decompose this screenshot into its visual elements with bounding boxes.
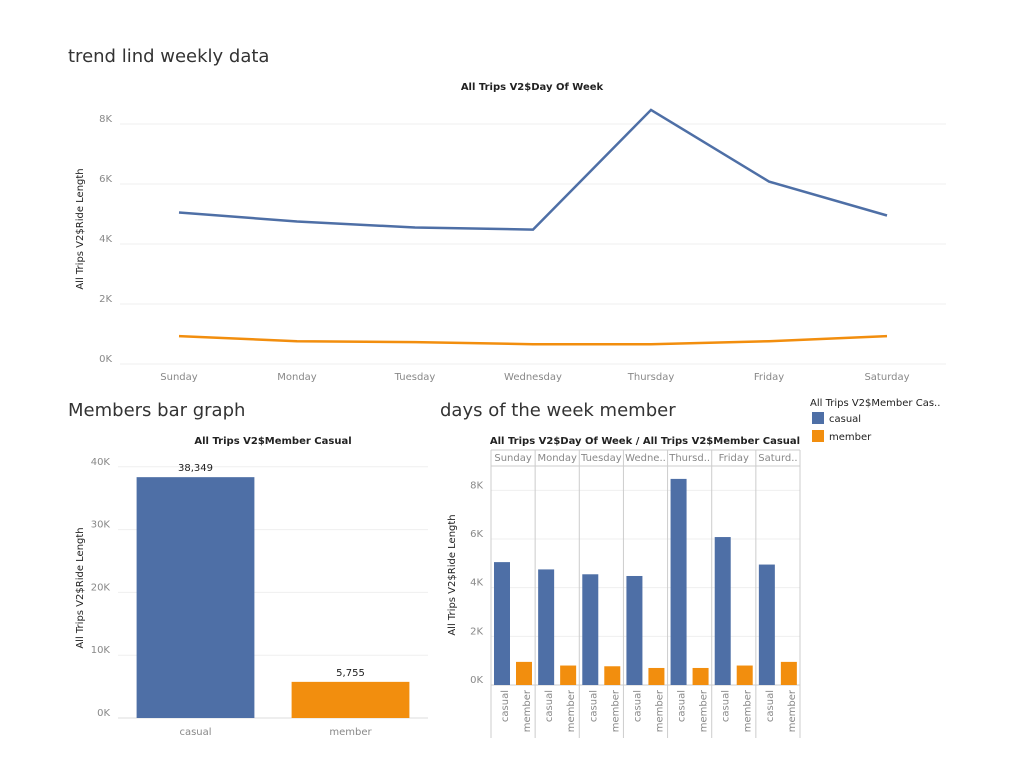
y-tick-label: 2K (99, 294, 112, 305)
x-tick-label: member (743, 689, 754, 732)
facet-header: Tuesday (580, 453, 622, 464)
bar (604, 666, 621, 685)
y-tick-label: 6K (470, 529, 483, 540)
bar (538, 569, 555, 685)
bar (714, 537, 731, 685)
bar (582, 574, 599, 685)
legend-title: All Trips V2$Member Cas.. (810, 398, 940, 409)
x-tick-label: Sunday (160, 372, 197, 383)
chart-title: days of the week member (440, 400, 676, 421)
legend-label: member (829, 432, 872, 443)
facet-header: Saturd.. (758, 453, 797, 464)
x-tick-label: member (522, 689, 533, 732)
y-tick-label: 20K (91, 582, 111, 593)
bar (494, 562, 510, 685)
x-tick-label: member (654, 689, 665, 732)
chart-subtitle: All Trips V2$Day Of Week / All Trips V2$… (490, 436, 800, 447)
x-tick-label: casual (765, 690, 776, 722)
y-tick-label: 0K (470, 675, 483, 686)
bar (136, 477, 255, 718)
data-label: 5,755 (336, 668, 365, 679)
bar (692, 667, 709, 685)
line-series (178, 334, 888, 346)
y-tick-label: 10K (91, 645, 111, 656)
x-tick-label: member (566, 689, 577, 732)
y-axis-title: All Trips V2$Ride Length (75, 527, 86, 648)
bar (291, 681, 410, 718)
bar (670, 478, 687, 685)
chart-subtitle: All Trips V2$Member Casual (194, 436, 351, 447)
x-tick-label: casual (677, 690, 688, 722)
x-tick-label: member (787, 689, 798, 732)
x-tick-label: Friday (754, 372, 784, 383)
bar (780, 661, 797, 685)
x-tick-label: casual (179, 727, 211, 738)
x-tick-label: casual (544, 690, 555, 722)
x-tick-label: Thursday (627, 372, 675, 383)
x-tick-label: casual (500, 690, 511, 722)
x-tick-label: member (699, 689, 710, 732)
bar (560, 665, 577, 685)
y-tick-label: 4K (99, 234, 112, 245)
x-tick-label: Wednesday (504, 372, 562, 383)
y-tick-label: 4K (470, 578, 483, 589)
bar (736, 665, 753, 685)
x-tick-label: casual (588, 690, 599, 722)
chart-subtitle: All Trips V2$Day Of Week (461, 82, 604, 93)
x-tick-label: Monday (277, 372, 317, 383)
y-tick-label: 6K (99, 174, 112, 185)
y-tick-label: 2K (470, 626, 483, 637)
facet-header: Monday (537, 453, 577, 464)
x-tick-label: member (329, 727, 372, 738)
x-tick-label: member (610, 689, 621, 732)
y-tick-label: 0K (99, 354, 112, 365)
chart-title: trend lind weekly data (68, 46, 269, 67)
x-tick-label: casual (632, 690, 643, 722)
legend-label: casual (829, 414, 861, 425)
legend-swatch (812, 430, 824, 442)
y-axis-title: All Trips V2$Ride Length (75, 168, 86, 289)
x-tick-label: Saturday (864, 372, 909, 383)
bar (626, 575, 643, 685)
y-tick-label: 40K (91, 457, 111, 468)
x-tick-label: Tuesday (394, 372, 436, 383)
facet-header: Wedne.. (625, 453, 666, 464)
legend-swatch (812, 412, 824, 424)
data-label: 38,349 (178, 463, 213, 474)
bar (516, 661, 532, 685)
bar (758, 564, 775, 685)
y-tick-label: 8K (99, 114, 112, 125)
facet-header: Thursd.. (668, 453, 710, 464)
facet-header: Sunday (494, 453, 531, 464)
y-tick-label: 0K (97, 708, 110, 719)
line-series (178, 108, 888, 231)
bar (648, 667, 665, 685)
facet-header: Friday (719, 453, 749, 464)
y-axis-title: All Trips V2$Ride Length (447, 514, 458, 635)
y-tick-label: 8K (470, 480, 483, 491)
chart-title: Members bar graph (68, 400, 245, 421)
y-tick-label: 30K (91, 520, 111, 531)
x-tick-label: casual (721, 690, 732, 722)
